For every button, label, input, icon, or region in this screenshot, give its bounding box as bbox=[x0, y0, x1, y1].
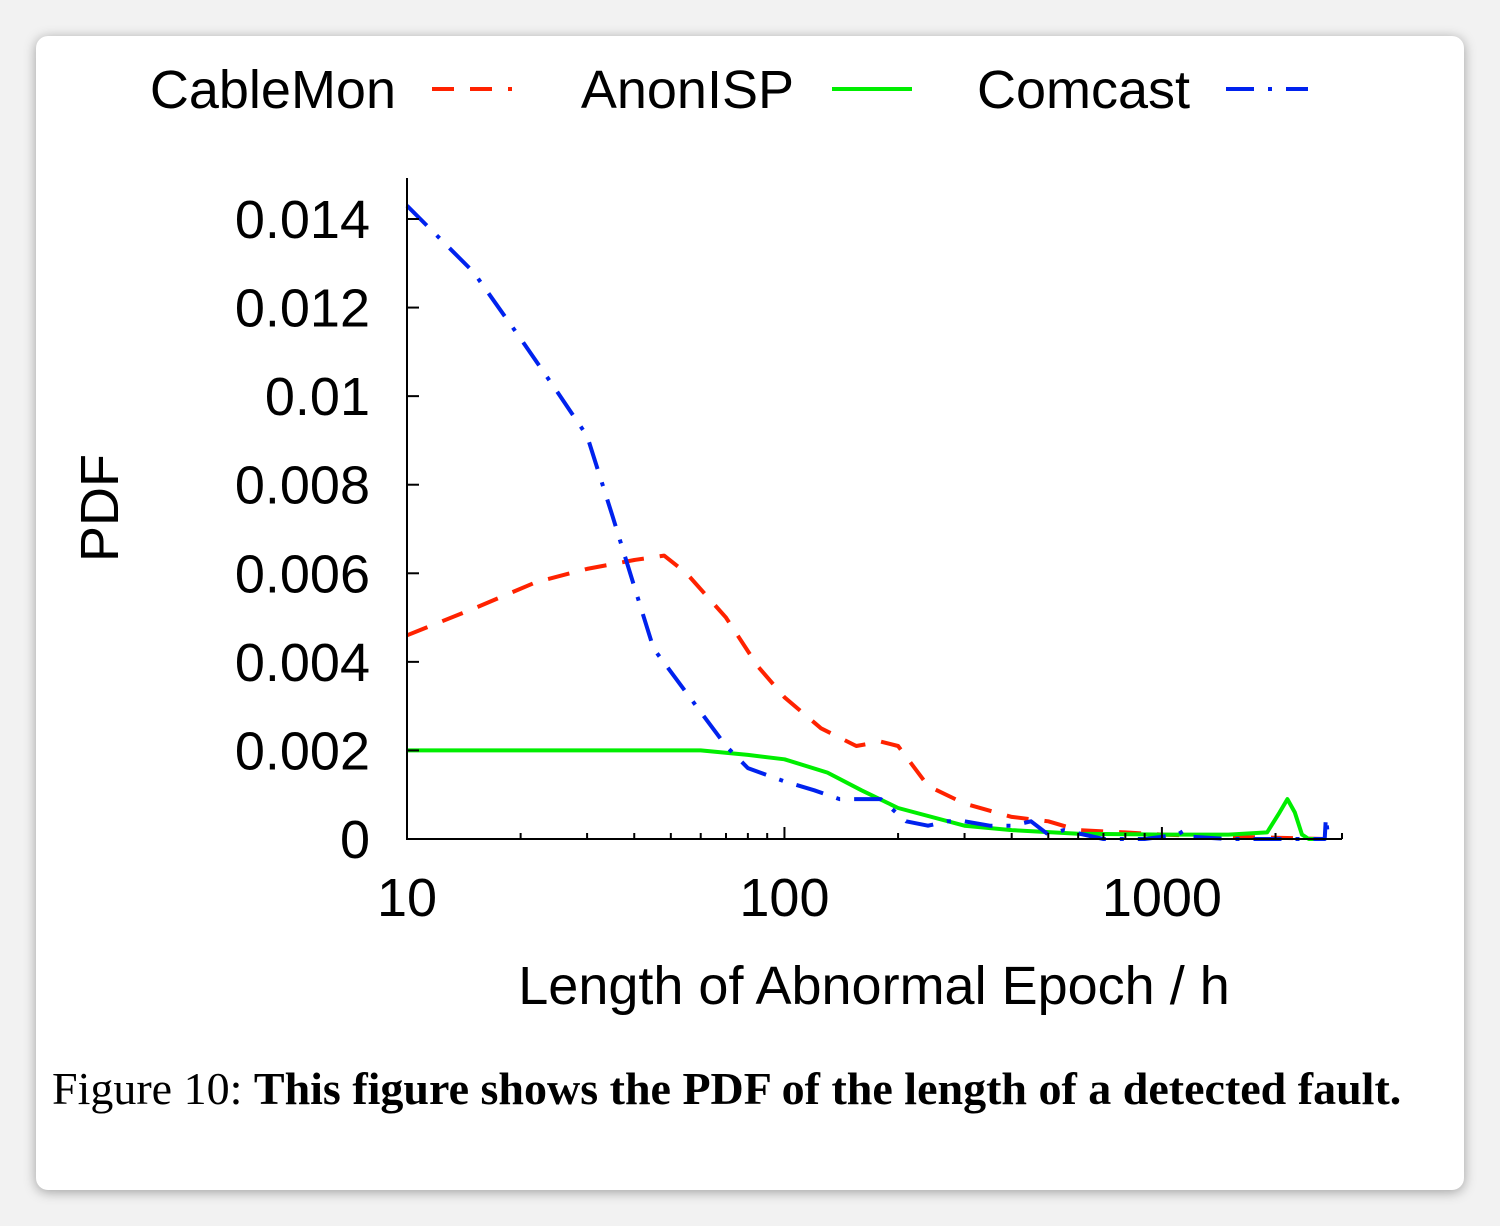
y-tick-label: 0.002 bbox=[235, 721, 370, 781]
axes bbox=[406, 178, 1342, 840]
caption-label: Figure 10: bbox=[52, 1063, 243, 1114]
y-tick-label: 0.014 bbox=[235, 190, 370, 250]
legend-label-cablemon: CableMon bbox=[150, 60, 396, 120]
plot-lines bbox=[405, 204, 1331, 841]
y-tick-label: 0.012 bbox=[235, 279, 370, 339]
legend-label-anonisp: AnonISP bbox=[581, 60, 794, 120]
x-ticks: 10 100 1000 bbox=[377, 827, 1343, 928]
series-line-cablemon bbox=[406, 553, 1325, 841]
y-tick-label: 0 bbox=[340, 810, 370, 870]
figure-card bbox=[36, 36, 1464, 1190]
y-ticks: 0 0.002 0.004 0.006 0.008 0.01 0.012 0.014 bbox=[235, 190, 419, 870]
legend: CableMon AnonISP Comcast bbox=[150, 60, 1308, 120]
caption-text: This figure shows the PDF of the length … bbox=[253, 1063, 1402, 1114]
series-line-anonisp bbox=[407, 748, 1319, 841]
y-axis-label: PDF bbox=[70, 454, 130, 562]
y-tick-label: 0.008 bbox=[235, 456, 370, 516]
y-tick-label: 0.006 bbox=[235, 544, 370, 604]
series-line-comcast bbox=[405, 204, 1331, 841]
y-tick-label: 0.01 bbox=[265, 367, 370, 427]
legend-label-comcast: Comcast bbox=[977, 60, 1190, 120]
x-tick-label: 10 bbox=[377, 868, 437, 928]
x-axis-label: Length of Abnormal Epoch / h bbox=[518, 956, 1230, 1016]
figure-caption: Figure 10: This figure shows the PDF of … bbox=[52, 1056, 1452, 1122]
x-tick-label: 100 bbox=[739, 868, 829, 928]
y-tick-label: 0.004 bbox=[235, 633, 370, 693]
x-tick-label: 1000 bbox=[1102, 868, 1222, 928]
